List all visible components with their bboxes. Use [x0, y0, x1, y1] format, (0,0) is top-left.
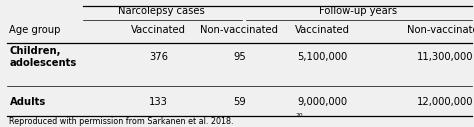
Text: 59: 59 [233, 97, 246, 107]
Text: 9,000,000: 9,000,000 [297, 97, 347, 107]
Text: Follow-up years: Follow-up years [319, 6, 397, 16]
Text: 5,100,000: 5,100,000 [297, 52, 347, 62]
Text: Narcolepsy cases: Narcolepsy cases [118, 6, 205, 16]
Text: Vaccinated: Vaccinated [131, 25, 186, 35]
Text: 12,000,000: 12,000,000 [417, 97, 474, 107]
Text: 95: 95 [233, 52, 246, 62]
Text: Adults: Adults [9, 97, 46, 107]
Text: 376: 376 [149, 52, 168, 62]
Text: Vaccinated: Vaccinated [295, 25, 350, 35]
Text: Age group: Age group [9, 25, 61, 35]
Text: 11,300,000: 11,300,000 [417, 52, 474, 62]
Text: 20: 20 [295, 113, 303, 118]
Text: 133: 133 [149, 97, 168, 107]
Text: Children,
adolescents: Children, adolescents [9, 46, 77, 68]
Text: Reproduced with permission from Sarkanen et al. 2018.: Reproduced with permission from Sarkanen… [9, 117, 234, 126]
Text: Non-vaccinated: Non-vaccinated [201, 25, 278, 35]
Text: Non-vaccinated: Non-vaccinated [407, 25, 474, 35]
